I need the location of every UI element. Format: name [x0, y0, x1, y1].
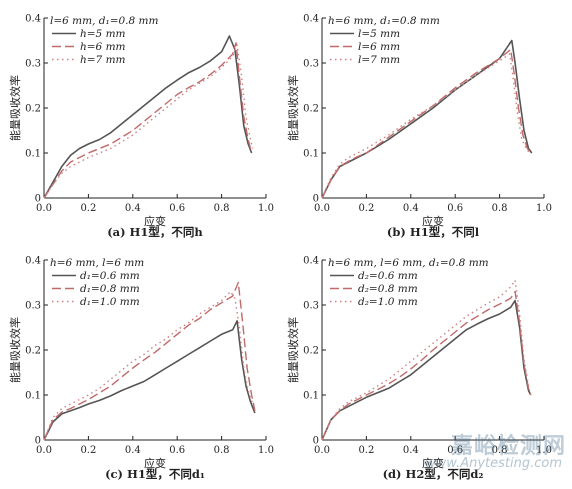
x-tick-label: 0.2	[80, 203, 96, 214]
legend-entry: d₂=0.6 mm	[358, 270, 418, 282]
chart-panel-a: 0.0 0.2 0.4 0.6 0.8 1.000.10.20.30.4应变能量吸收效率l…	[8, 14, 274, 240]
y-tick-label: 0	[313, 436, 319, 447]
x-tick-label: 0.8	[214, 445, 230, 456]
watermark-cn-text: 嘉峪检测网	[450, 434, 566, 459]
x-tick-label: 1.0	[536, 445, 552, 456]
panel-caption: (b) H1型，不同l	[387, 225, 480, 239]
y-tick-label: 0	[35, 436, 41, 447]
series-line-1	[321, 299, 532, 441]
x-tick-label: 0.4	[125, 445, 141, 456]
y-tick-label: 0.2	[303, 104, 319, 115]
x-axis-label: 应变	[422, 456, 444, 470]
y-tick-label: 0.3	[303, 59, 319, 70]
y-axis-label: 能量吸收效率	[286, 317, 300, 383]
legend-entry: l=6 mm	[358, 41, 400, 53]
x-tick-label: 1.0	[258, 203, 274, 214]
panel-caption: (d) H2型，不同d₂	[383, 467, 484, 481]
y-axis-label: 能量吸收效率	[286, 75, 300, 141]
y-tick-label: 0.3	[25, 59, 41, 70]
panel-caption: (c) H1型，不同d₁	[105, 467, 205, 481]
y-tick-label: 0.2	[25, 104, 41, 115]
chart-panel-b: 0.0 0.2 0.4 0.6 0.8 1.000.10.20.30.4应变能量吸收效率h…	[286, 14, 552, 240]
y-tick-label: 0.4	[25, 256, 41, 267]
legend-entry: l=7 mm	[358, 54, 400, 66]
y-tick-label: 0.3	[303, 301, 319, 312]
chart-panel-c: 0.0 0.2 0.4 0.6 0.8 1.000.10.20.30.4应变能量吸收效率h…	[8, 256, 274, 482]
x-axis-label: 应变	[422, 214, 444, 228]
x-tick-label: 0.8	[492, 445, 508, 456]
series-line-1	[321, 39, 533, 199]
x-tick-label: 0.2	[358, 445, 374, 456]
series-line-1	[43, 35, 253, 199]
y-axis-label: 能量吸收效率	[8, 75, 22, 141]
legend-entry: d₁=1.0 mm	[80, 296, 140, 308]
panel-caption: (a) H1型，不同h	[107, 225, 203, 239]
series-line-3	[321, 53, 531, 199]
watermark: 嘉峪检测网 www.Anytesting.com	[420, 428, 570, 486]
y-tick-label: 0.1	[25, 149, 41, 160]
x-tick-label: 0.2	[80, 445, 96, 456]
y-axis-label: 能量吸收效率	[8, 317, 22, 383]
x-tick-label: 0.8	[492, 203, 508, 214]
legend-entry: h=7 mm	[80, 54, 126, 66]
legend-entry: d₂=0.8 mm	[358, 283, 418, 295]
legend-entry: d₂=1.0 mm	[358, 296, 418, 308]
x-tick-label: 0.6	[447, 203, 463, 214]
y-tick-label: 0	[35, 194, 41, 205]
x-tick-label: 1.0	[536, 203, 552, 214]
y-tick-label: 0.2	[303, 346, 319, 357]
x-tick-label: 0.6	[447, 445, 463, 456]
series-line-2	[321, 290, 532, 441]
series-line-1	[43, 320, 256, 441]
y-tick-label: 0.4	[25, 14, 41, 25]
x-tick-label: 0.4	[125, 203, 141, 214]
legend-entry: d₁=0.8 mm	[80, 283, 140, 295]
y-tick-label: 0.1	[303, 391, 319, 402]
legend-entry: l=5 mm	[358, 28, 400, 40]
x-tick-label: 0.4	[403, 445, 419, 456]
x-tick-label: 0.0	[36, 445, 52, 456]
x-tick-label: 0.8	[214, 203, 230, 214]
series-line-3	[321, 279, 532, 441]
x-tick-label: 0.0	[314, 445, 330, 456]
y-tick-label: 0	[313, 194, 319, 205]
legend-title: h=6 mm, l=6 mm, d₁=0.8 mm	[328, 257, 489, 269]
legend-entry: d₁=0.6 mm	[80, 270, 140, 282]
y-tick-label: 0.3	[25, 301, 41, 312]
legend-title: h=6 mm, l=6 mm	[50, 257, 144, 269]
series-line-2	[43, 281, 256, 441]
x-tick-label: 0.6	[169, 445, 185, 456]
y-tick-label: 0.1	[25, 391, 41, 402]
y-tick-label: 0.1	[303, 149, 319, 160]
x-axis-label: 应变	[144, 456, 166, 470]
legend-entry: h=5 mm	[80, 28, 126, 40]
y-tick-label: 0.2	[25, 346, 41, 357]
x-tick-label: 0.2	[358, 203, 374, 214]
x-tick-label: 1.0	[258, 445, 274, 456]
x-tick-label: 0.4	[403, 203, 419, 214]
series-line-2	[43, 42, 253, 199]
watermark-en-text: www.Anytesting.com	[425, 456, 562, 471]
series-line-2	[321, 48, 532, 199]
chart-panel-d: 0.0 0.2 0.4 0.6 0.8 1.000.10.20.30.4应变能量吸收效率h…	[286, 256, 552, 482]
x-tick-label: 0.0	[314, 203, 330, 214]
legend-title: l=6 mm, d₁=0.8 mm	[50, 15, 158, 27]
y-tick-label: 0.4	[303, 14, 319, 25]
x-tick-label: 0.6	[169, 203, 185, 214]
series-line-3	[43, 290, 254, 441]
x-axis-label: 应变	[144, 214, 166, 228]
y-tick-label: 0.4	[303, 256, 319, 267]
legend-entry: h=6 mm	[80, 41, 126, 53]
x-tick-label: 0.0	[36, 203, 52, 214]
series-line-3	[43, 44, 254, 199]
legend-title: h=6 mm, d₁=0.8 mm	[328, 15, 440, 27]
